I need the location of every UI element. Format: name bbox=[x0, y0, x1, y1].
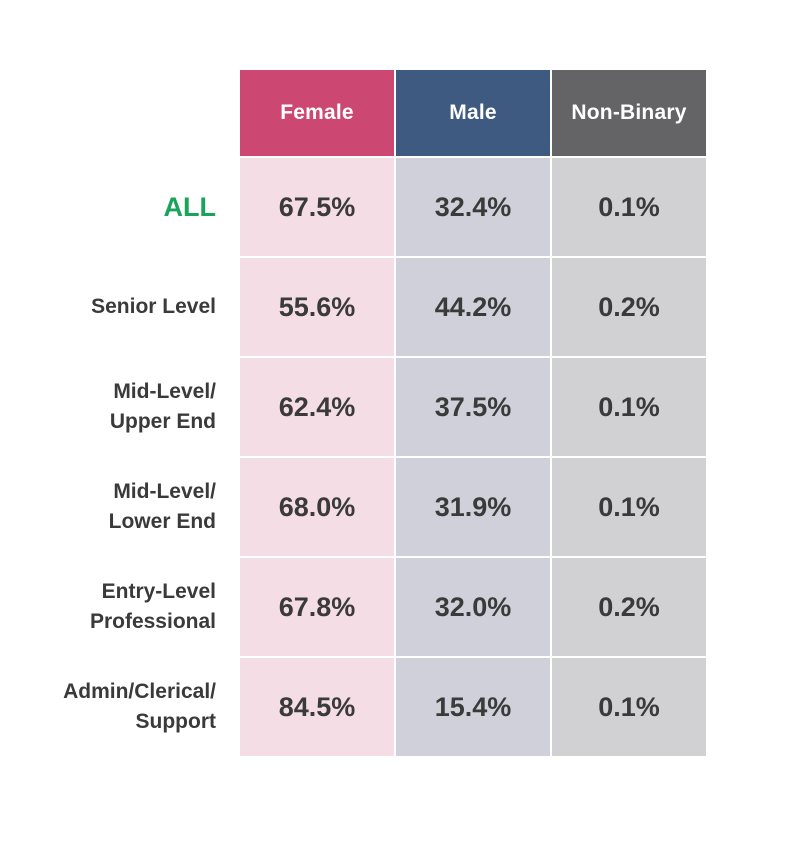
value-cell-female: 67.5% bbox=[240, 158, 394, 256]
value-cell-male: 32.4% bbox=[396, 158, 550, 256]
value-cell-male: 32.0% bbox=[396, 558, 550, 656]
value-cell-female: 55.6% bbox=[240, 258, 394, 356]
value-cell-non-binary: 0.2% bbox=[552, 558, 706, 656]
value-cell-non-binary: 0.1% bbox=[552, 658, 706, 756]
row-label: Entry-Level Professional bbox=[89, 580, 216, 633]
row-label: Senior Level bbox=[91, 295, 216, 318]
row-label: ALL bbox=[163, 192, 216, 222]
header-female: Female bbox=[240, 70, 394, 156]
value-cell-male: 37.5% bbox=[396, 358, 550, 456]
row-label: Admin/Clerical/ Support bbox=[63, 680, 216, 733]
value-cell-non-binary: 0.2% bbox=[552, 258, 706, 356]
value-cell-non-binary: 0.1% bbox=[552, 158, 706, 256]
row-label: Mid-Level/ Lower End bbox=[108, 480, 216, 533]
value-cell-female: 67.8% bbox=[240, 558, 394, 656]
row-label: Mid-Level/ Upper End bbox=[109, 380, 216, 433]
header-male: Male bbox=[396, 70, 550, 156]
value-cell-female: 68.0% bbox=[240, 458, 394, 556]
header-non-binary: Non-Binary bbox=[552, 70, 706, 156]
value-cell-non-binary: 0.1% bbox=[552, 358, 706, 456]
value-cell-male: 44.2% bbox=[396, 258, 550, 356]
value-cell-female: 62.4% bbox=[240, 358, 394, 456]
value-cell-female: 84.5% bbox=[240, 658, 394, 756]
value-cell-male: 31.9% bbox=[396, 458, 550, 556]
value-cell-non-binary: 0.1% bbox=[552, 458, 706, 556]
value-cell-male: 15.4% bbox=[396, 658, 550, 756]
